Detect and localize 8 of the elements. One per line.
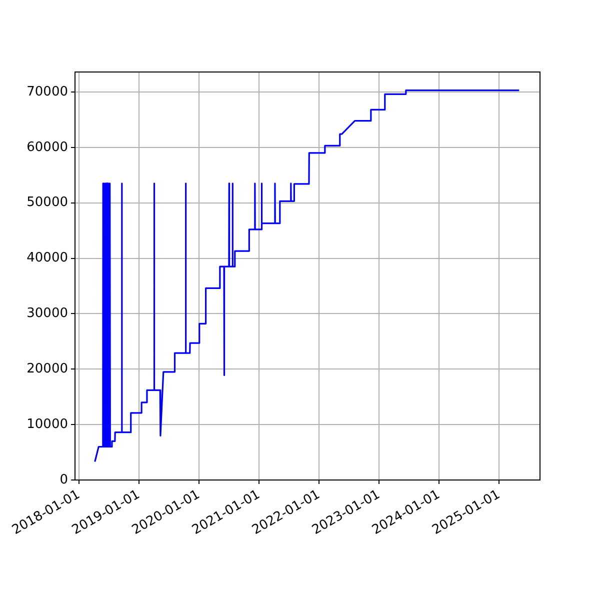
y-tick-label: 60000 bbox=[26, 140, 68, 155]
y-tick-label: 30000 bbox=[26, 306, 68, 322]
y-tick-label: 50000 bbox=[26, 195, 68, 210]
y-tick-label: 20000 bbox=[26, 362, 68, 377]
y-tick-label: 70000 bbox=[26, 84, 68, 100]
y-tick-label: 10000 bbox=[26, 416, 68, 432]
y-tick-label: 40000 bbox=[26, 250, 68, 266]
y-tick-label: 0 bbox=[60, 472, 68, 488]
